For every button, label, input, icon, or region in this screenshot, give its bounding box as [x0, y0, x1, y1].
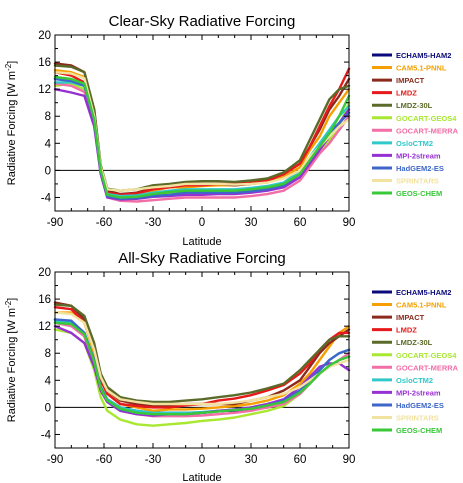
series-line-echam5-ham2 — [53, 77, 351, 199]
legend-label: LMDZ-30L — [396, 101, 433, 110]
series-line-lmdz — [53, 67, 351, 197]
x-tick-label: -60 — [96, 454, 113, 466]
legend-label: GEOS-CHEM — [396, 189, 442, 198]
chart-title: All-Sky Radiative Forcing — [118, 250, 286, 267]
legend-label: GOCART-GEOS4 — [396, 351, 457, 360]
chart-panel-2: All-Sky Radiative Forcing -90 -60 -30 0 30 60 9… — [4, 250, 459, 483]
y-tick-label: 16 — [38, 57, 51, 69]
legend-label: LMDZ-30L — [396, 338, 433, 347]
legend-label: IMPACT — [396, 76, 425, 85]
series-line-sprintars — [53, 311, 351, 406]
legend-label: MPI-2stream — [396, 388, 441, 397]
y-axis-label: Radiative Forcing [W m-2] — [4, 298, 18, 423]
legend-label: SPRINTARS — [396, 177, 439, 186]
legend-label: GOCART-GEOS4 — [396, 114, 457, 123]
legend-label: GEOS-CHEM — [396, 426, 442, 435]
legend-label: MPI-2stream — [396, 151, 441, 160]
y-tick-label: 12 — [38, 321, 51, 333]
x-axis-label: Latitude — [182, 472, 221, 483]
legend-label: GOCART-MERRA — [396, 363, 459, 372]
series-line-osloctm2 — [53, 81, 351, 198]
x-tick-label: -90 — [47, 217, 64, 229]
y-tick-label: -4 — [41, 429, 52, 441]
legend: ECHAM5-HAM2 CAM5.1-PNNL IMPACT LMDZ LMDZ-30L… — [372, 51, 459, 198]
y-tick-label: 20 — [38, 30, 51, 42]
legend-label: ECHAM5-HAM2 — [396, 51, 451, 60]
legend-label: OsloCTM2 — [396, 376, 433, 385]
legend-label: HadGEM2-ES — [396, 164, 444, 173]
series-line-geos-chem — [53, 321, 351, 416]
series-line-geos-chem — [53, 75, 351, 199]
y-tick-label: 8 — [45, 111, 51, 123]
legend-label: HadGEM2-ES — [396, 401, 444, 410]
legend-label: SPRINTARS — [396, 414, 439, 423]
x-tick-label: 60 — [294, 217, 307, 229]
chart-panel-1: Clear-Sky Radiative Forcing -90 -60 -30 0 30 6… — [4, 13, 459, 248]
x-tick-label: -90 — [47, 454, 64, 466]
x-tick-label: -30 — [145, 454, 162, 466]
x-tick-label: 60 — [294, 454, 307, 466]
x-tick-label: 0 — [199, 454, 205, 466]
legend-label: OsloCTM2 — [396, 139, 433, 148]
legend-label: CAM5.1-PNNL — [396, 301, 447, 310]
x-tick-label: -60 — [96, 217, 113, 229]
x-tick-label: 90 — [343, 454, 356, 466]
legend-label: CAM5.1-PNNL — [396, 64, 447, 73]
y-axis-label: Radiative Forcing [W m-2] — [4, 61, 18, 186]
x-tick-label: 30 — [245, 454, 258, 466]
x-tick-label: 90 — [343, 217, 356, 229]
legend-label: LMDZ — [396, 89, 417, 98]
legend-label: LMDZ — [396, 326, 417, 335]
legend-label: IMPACT — [396, 313, 425, 322]
y-tick-label: 0 — [45, 402, 51, 414]
x-tick-label: 0 — [199, 217, 205, 229]
x-axis-label: Latitude — [182, 236, 221, 248]
x-tick-label: 30 — [245, 217, 258, 229]
legend: ECHAM5-HAM2 CAM5.1-PNNL IMPACT LMDZ LMDZ-30L… — [372, 288, 459, 435]
y-tick-label: 12 — [38, 84, 51, 96]
y-tick-label: -4 — [41, 192, 52, 204]
y-tick-label: 8 — [45, 348, 51, 360]
legend-label: GOCART-MERRA — [396, 126, 459, 135]
chart-title: Clear-Sky Radiative Forcing — [109, 13, 296, 30]
y-tick-label: 0 — [45, 165, 51, 177]
y-tick-label: 16 — [38, 294, 51, 306]
y-tick-label: 20 — [38, 267, 51, 279]
legend-label: ECHAM5-HAM2 — [396, 288, 451, 297]
x-tick-label: -30 — [145, 217, 162, 229]
y-tick-label: 4 — [45, 375, 52, 387]
y-tick-label: 4 — [45, 138, 52, 150]
